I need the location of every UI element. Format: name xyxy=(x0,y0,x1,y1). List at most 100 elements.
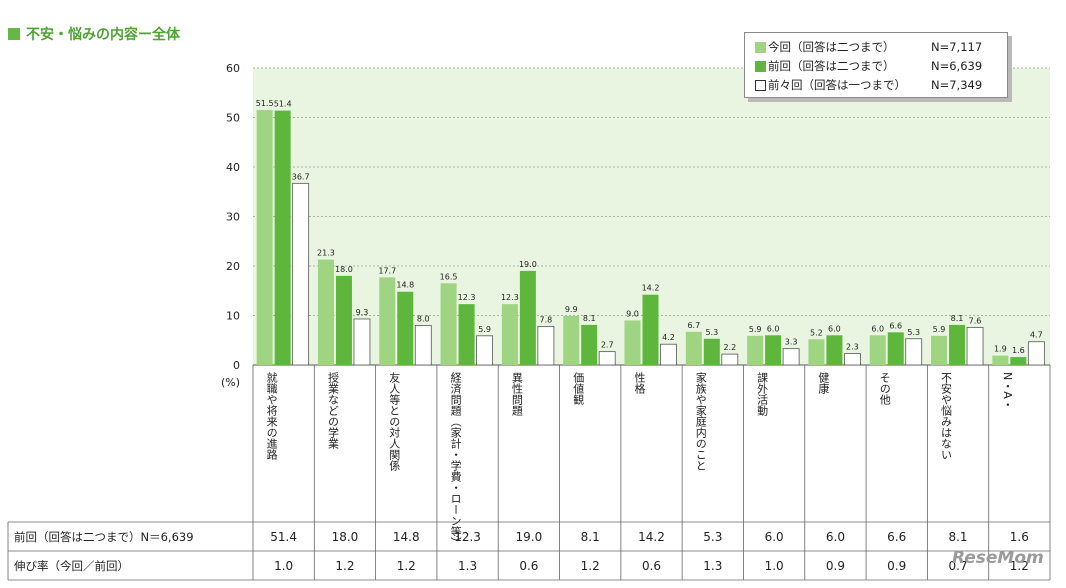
bar-label-s1-c10: 6.6 xyxy=(889,321,902,330)
bar-label-s0-c1: 21.3 xyxy=(317,249,335,258)
category-label-11: 不安や悩みはない xyxy=(940,372,953,460)
bar-s2-c7 xyxy=(721,353,739,366)
table-cell-r1-c9: 0.9 xyxy=(826,559,845,573)
bar-label-s1-c1: 18.0 xyxy=(335,265,353,274)
table-cell-r1-c4: 0.6 xyxy=(519,559,538,573)
table-cell-r0-c4: 19.0 xyxy=(516,530,543,544)
bar-s1-c11 xyxy=(949,324,966,365)
bar-s2-c9 xyxy=(844,353,861,366)
bar-label-s0-c5: 9.9 xyxy=(565,305,578,314)
legend-n-before-previous: N=7,349 xyxy=(931,78,983,92)
watermark: ReseMom xyxy=(952,548,1044,568)
bar-s1-c9 xyxy=(826,335,843,365)
title-square-icon xyxy=(8,28,20,40)
table-cell-r1-c12: 1.2 xyxy=(1010,559,1029,573)
legend-item-before-previous: 前々回（回答は一つまで） xyxy=(755,77,906,93)
table-row-label-0: 前回（回答は二つまで）N＝6,639 xyxy=(14,530,194,544)
category-label-4: 異性問題 xyxy=(510,372,523,417)
bar-label-s2-c12: 4.7 xyxy=(1030,331,1043,340)
chart-title-text: 不安・悩みの内容ー全体 xyxy=(26,27,180,43)
bar-s0-c12 xyxy=(992,355,1009,365)
table-cell-r0-c6: 14.2 xyxy=(638,530,665,544)
bar-s2-c12 xyxy=(1027,341,1045,366)
bar-s0-c8 xyxy=(747,335,764,365)
category-label-0: 就職や将来の進路 xyxy=(265,371,278,461)
bar-s1-c3 xyxy=(458,304,475,365)
category-label-9: 健康 xyxy=(817,372,830,394)
legend-item-previous: 前回（回答は二つまで） xyxy=(755,58,895,74)
bar-label-s1-c5: 8.1 xyxy=(583,314,596,323)
category-label-1: 授業などの学業 xyxy=(326,371,339,449)
bar-s2-c8 xyxy=(782,348,800,366)
bar-label-s0-c9: 5.2 xyxy=(810,328,823,337)
legend-n-previous: N=6,639 xyxy=(931,59,983,73)
table-cell-r1-c5: 1.2 xyxy=(581,559,600,573)
legend: 今回（回答は二つまで） N=7,117 前回（回答は二つまで） N=6,639 … xyxy=(744,32,1008,98)
bar-s1-c7 xyxy=(703,338,720,365)
bar-s0-c5 xyxy=(563,315,580,365)
bar-s1-c12 xyxy=(1010,357,1027,365)
bar-s1-c1 xyxy=(335,275,352,365)
y-tick-30: 30 xyxy=(226,211,240,224)
bar-label-s0-c6: 9.0 xyxy=(626,309,639,318)
bar-s0-c0 xyxy=(256,110,273,365)
table-row-label-1: 伸び率（今回／前回） xyxy=(14,559,129,573)
bar-label-s1-c4: 19.0 xyxy=(519,260,537,269)
legend-label-current: 今回（回答は二つまで） xyxy=(768,40,895,54)
bar-s2-c3 xyxy=(476,335,493,366)
bar-s2-c0 xyxy=(292,182,310,366)
bar-label-s1-c8: 6.0 xyxy=(767,324,780,333)
legend-label-before-previous: 前々回（回答は一つまで） xyxy=(768,78,906,92)
bar-label-s2-c0: 36.7 xyxy=(292,172,310,181)
table-cell-r0-c9: 6.0 xyxy=(826,530,845,544)
bar-label-s2-c4: 7.8 xyxy=(540,315,553,324)
y-tick-10: 10 xyxy=(226,310,240,323)
category-label-5: 価値観 xyxy=(572,372,585,405)
bar-s2-c6 xyxy=(660,343,677,366)
bar-s2-c10 xyxy=(905,338,923,366)
table-cell-r1-c2: 1.2 xyxy=(397,559,416,573)
bar-s0-c3 xyxy=(440,283,457,365)
bar-s0-c11 xyxy=(931,335,948,365)
bar-label-s1-c6: 14.2 xyxy=(642,284,660,293)
bar-s1-c5 xyxy=(581,324,598,365)
chart-title: 不安・悩みの内容ー全体 xyxy=(8,24,180,44)
bar-s1-c2 xyxy=(397,291,414,365)
y-tick-0: 0 xyxy=(233,359,240,372)
bar-s0-c4 xyxy=(501,304,518,365)
table-cell-r0-c8: 6.0 xyxy=(765,530,784,544)
bar-label-s2-c7: 2.2 xyxy=(723,343,736,352)
y-tick-20: 20 xyxy=(226,260,240,273)
legend-label-previous: 前回（回答は二つまで） xyxy=(768,59,895,73)
bar-label-s2-c2: 8.0 xyxy=(417,314,430,323)
bar-label-s2-c10: 5.3 xyxy=(907,328,920,337)
bar-s0-c2 xyxy=(379,277,396,365)
bar-label-s0-c4: 12.3 xyxy=(501,293,519,302)
legend-swatch-current xyxy=(755,41,766,53)
table-cell-r0-c5: 8.1 xyxy=(581,530,600,544)
bar-label-s0-c7: 6.7 xyxy=(687,321,700,330)
table-cell-r1-c6: 0.6 xyxy=(642,559,661,573)
table-cell-r0-c11: 8.1 xyxy=(948,530,967,544)
bar-label-s1-c2: 14.8 xyxy=(396,281,414,290)
y-tick-50: 50 xyxy=(226,112,240,125)
bar-s1-c10 xyxy=(887,332,904,365)
table-cell-r0-c1: 18.0 xyxy=(332,530,359,544)
bar-label-s2-c8: 3.3 xyxy=(785,338,798,347)
bar-label-s0-c8: 5.9 xyxy=(749,325,762,334)
bar-label-s2-c5: 2.7 xyxy=(601,341,614,350)
table-cell-r1-c7: 1.3 xyxy=(703,559,722,573)
table-cell-r0-c2: 14.8 xyxy=(393,530,420,544)
bar-label-s0-c2: 17.7 xyxy=(378,266,396,275)
bar-s1-c4 xyxy=(519,270,536,365)
y-tick-60: 60 xyxy=(226,62,240,75)
bar-label-s1-c0: 51.4 xyxy=(274,100,292,109)
bar-label-s0-c10: 6.0 xyxy=(871,324,884,333)
category-label-12: N・A・ xyxy=(1001,372,1014,410)
legend-swatch-previous xyxy=(755,60,766,72)
bar-s2-c4 xyxy=(537,325,555,366)
category-label-10: その他 xyxy=(878,372,891,405)
table-cell-r0-c10: 6.6 xyxy=(887,530,906,544)
bar-s0-c10 xyxy=(869,335,886,365)
